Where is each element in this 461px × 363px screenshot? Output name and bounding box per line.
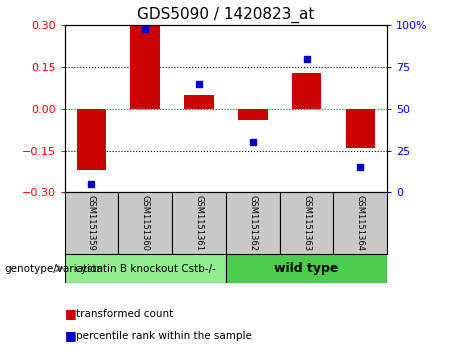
Bar (118, 192, 172, 254)
Title: GDS5090 / 1420823_at: GDS5090 / 1420823_at (137, 7, 314, 23)
Text: ■: ■ (65, 329, 76, 342)
Text: ■: ■ (65, 307, 76, 321)
Bar (292, 73, 321, 109)
Text: GSM1151362: GSM1151362 (248, 195, 257, 251)
Text: GSM1151361: GSM1151361 (195, 195, 203, 251)
Bar (280, 192, 333, 254)
Bar (172, 192, 226, 254)
Bar (346, 109, 375, 148)
Text: cystatin B knockout Cstb-/-: cystatin B knockout Cstb-/- (75, 264, 216, 274)
Text: wild type: wild type (274, 262, 339, 275)
Bar (238, 109, 267, 120)
Bar (226, 254, 387, 283)
Text: transformed count: transformed count (76, 309, 173, 319)
Text: GSM1151364: GSM1151364 (356, 195, 365, 251)
Bar (65, 254, 226, 283)
Bar (333, 192, 387, 254)
Text: percentile rank within the sample: percentile rank within the sample (76, 331, 252, 341)
Text: GSM1151359: GSM1151359 (87, 195, 96, 251)
Bar (184, 95, 214, 109)
Bar (130, 25, 160, 109)
Text: GSM1151363: GSM1151363 (302, 195, 311, 251)
Bar (65, 192, 118, 254)
Bar (77, 109, 106, 170)
Text: genotype/variation: genotype/variation (5, 264, 104, 274)
Text: GSM1151360: GSM1151360 (141, 195, 150, 251)
Bar (226, 192, 280, 254)
